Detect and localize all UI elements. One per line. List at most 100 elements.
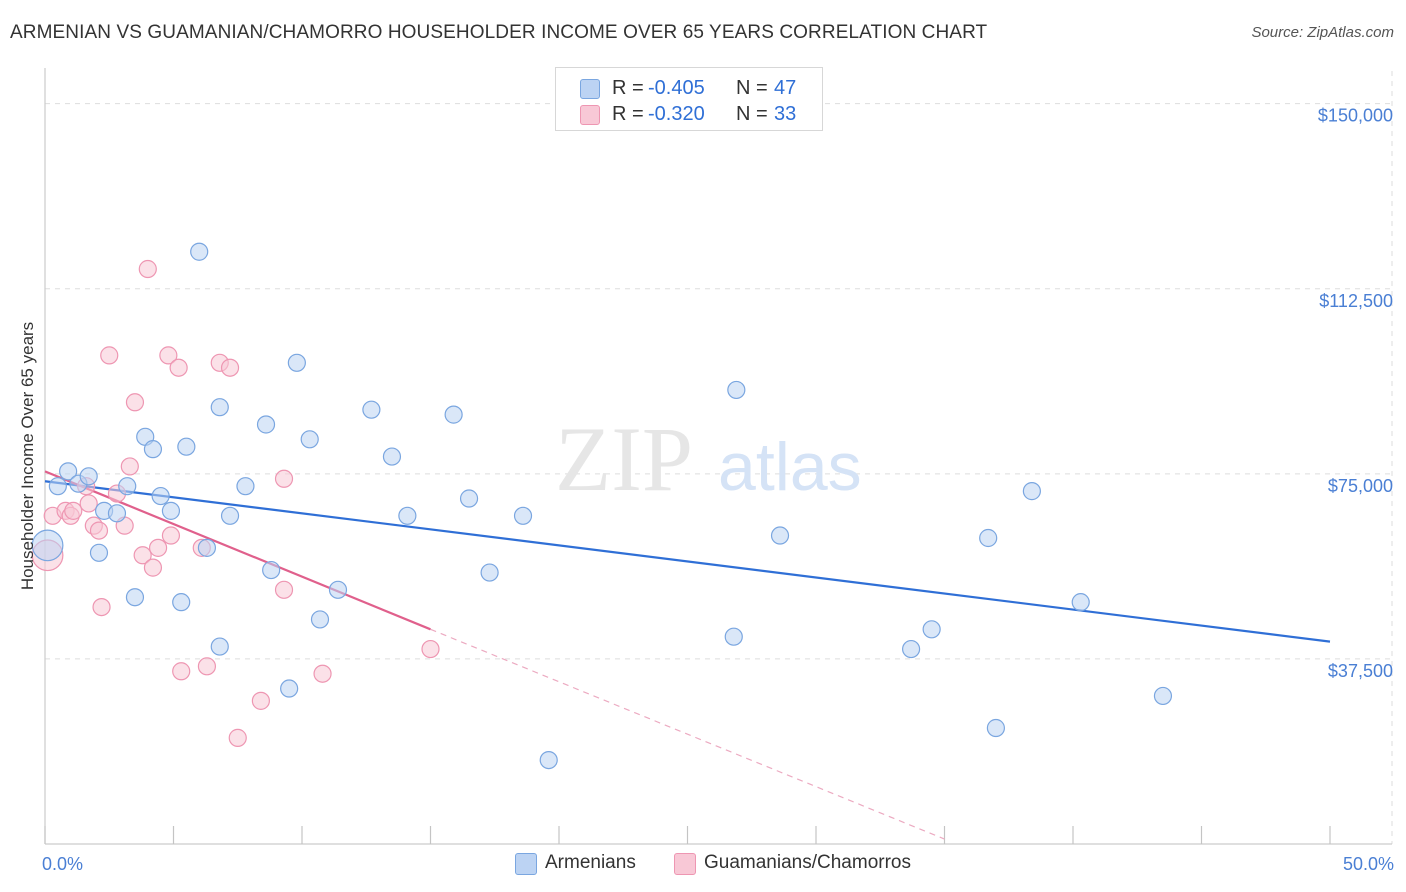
- point-guamanians: [421, 639, 440, 659]
- legend-swatch-armenians: [580, 79, 600, 99]
- point-armenians: [724, 627, 743, 646]
- chart-title: ARMENIAN VS GUAMANIAN/CHAMORRO HOUSEHOLD…: [10, 22, 988, 43]
- y-axis-label: Householder Income Over 65 years: [18, 322, 37, 590]
- point-guamanians: [251, 691, 270, 710]
- point-guamanians: [143, 558, 163, 577]
- point-guamanians: [220, 358, 240, 377]
- trend-extension-guamanians: [430, 628, 945, 840]
- point-armenians: [151, 486, 170, 506]
- y-tick-label: $150,000: [1318, 106, 1393, 126]
- point-armenians: [172, 593, 191, 612]
- legend-r-label: R =: [612, 103, 644, 125]
- point-armenians: [256, 415, 276, 434]
- point-armenians: [459, 489, 479, 508]
- point-guamanians: [64, 501, 83, 520]
- watermark: ZIP atlas: [555, 408, 862, 510]
- point-guamanians: [138, 259, 157, 279]
- point-guamanians: [313, 664, 332, 683]
- point-armenians: [480, 563, 499, 582]
- legend-r-value-armenians: -0.405: [648, 77, 705, 99]
- point-guamanians: [169, 358, 188, 377]
- point-armenians: [1071, 593, 1090, 612]
- bottom-legend-label-guamanians: Guamanians/Chamorros: [704, 852, 911, 873]
- point-armenians: [31, 529, 64, 562]
- trend-lines: [44, 470, 1331, 840]
- grid-lines: [45, 71, 1393, 844]
- point-armenians: [727, 380, 746, 400]
- point-armenians: [177, 437, 196, 456]
- source-label: Source: ZipAtlas.com: [1251, 24, 1394, 41]
- watermark-atlas: atlas: [718, 429, 862, 505]
- point-armenians: [143, 440, 163, 459]
- point-armenians: [280, 679, 299, 698]
- point-guamanians: [100, 346, 119, 365]
- point-guamanians: [89, 521, 109, 540]
- point-armenians: [118, 477, 137, 496]
- point-armenians: [287, 353, 306, 372]
- point-guamanians: [197, 657, 217, 676]
- point-guamanians: [133, 546, 152, 565]
- point-armenians: [89, 543, 109, 562]
- point-armenians: [220, 506, 240, 525]
- trend-line-armenians: [44, 480, 1331, 643]
- legend-n-value-guamanians: 33: [774, 103, 797, 125]
- point-armenians: [986, 718, 1006, 738]
- point-armenians: [513, 506, 533, 525]
- point-guamanians: [120, 457, 139, 476]
- point-armenians: [236, 477, 255, 496]
- y-tick-label: $112,500: [1319, 291, 1393, 311]
- point-guamanians: [92, 597, 111, 617]
- bottom-legend-swatch-armenians: [515, 853, 537, 875]
- point-guamanians: [274, 580, 294, 599]
- point-armenians: [197, 538, 217, 557]
- point-armenians: [1022, 482, 1041, 501]
- legend-r-value-guamanians: -0.320: [648, 103, 705, 125]
- point-armenians: [444, 405, 463, 424]
- point-armenians: [107, 504, 127, 523]
- y-tick-label: $37,500: [1328, 661, 1393, 681]
- axes: [44, 68, 1392, 845]
- point-armenians: [161, 501, 181, 520]
- point-guamanians: [79, 494, 98, 513]
- point-guamanians: [148, 538, 168, 557]
- legend-swatch-guamanians: [580, 105, 600, 125]
- point-armenians: [300, 430, 319, 449]
- x-tick-label-max: 50.0%: [1343, 854, 1394, 874]
- point-armenians: [362, 400, 381, 419]
- point-guamanians: [172, 662, 191, 681]
- point-armenians: [48, 477, 67, 496]
- y-tick-labels: $37,500 $75,000 $112,500 $150,000: [1318, 106, 1393, 681]
- legend-n-label: N =: [736, 103, 768, 125]
- point-armenians: [922, 620, 941, 639]
- point-armenians: [190, 242, 209, 261]
- legend-r-label: R =: [612, 77, 644, 99]
- point-guamanians: [161, 526, 181, 545]
- point-guamanians: [125, 393, 145, 412]
- point-guamanians: [228, 728, 247, 747]
- point-armenians: [262, 560, 281, 580]
- point-guamanians: [274, 469, 294, 488]
- stats-legend: R = -0.405 N = 47 R = -0.320 N = 33: [555, 67, 823, 131]
- point-armenians: [539, 750, 558, 770]
- point-armenians: [310, 610, 330, 629]
- point-armenians: [398, 506, 417, 525]
- point-armenians: [382, 447, 402, 466]
- point-armenians: [328, 580, 348, 599]
- point-armenians: [210, 398, 229, 417]
- point-armenians: [79, 467, 98, 486]
- y-tick-label: $75,000: [1328, 476, 1393, 496]
- point-armenians: [1153, 686, 1173, 706]
- bottom-legend-swatch-guamanians: [674, 853, 696, 875]
- point-armenians: [901, 639, 921, 659]
- bottom-legend-label-armenians: Armenians: [545, 852, 636, 873]
- legend-n-value-armenians: 47: [774, 77, 797, 99]
- point-guamanians: [159, 346, 178, 365]
- point-armenians: [59, 462, 78, 481]
- watermark-zip: ZIP: [555, 408, 693, 510]
- point-armenians: [770, 526, 790, 545]
- data-points: [31, 242, 1173, 770]
- point-armenians: [125, 588, 145, 607]
- point-armenians: [979, 528, 998, 548]
- point-armenians: [210, 637, 229, 656]
